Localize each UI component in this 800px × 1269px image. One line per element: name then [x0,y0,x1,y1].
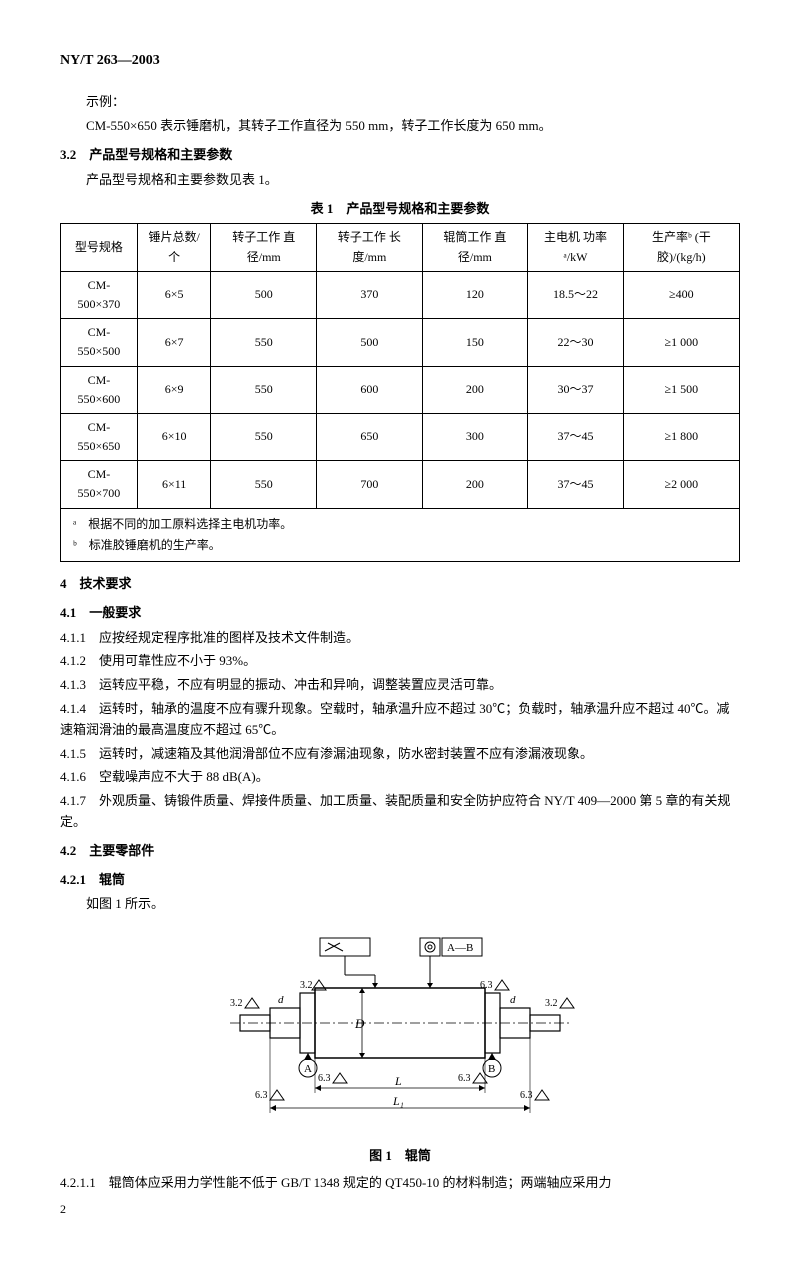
table-cell: 6×9 [137,366,211,413]
item-4-1-1: 4.1.1 应按经规定程序批准的图样及技术文件制造。 [60,628,740,649]
finish-6-3: 6.3 [458,1073,471,1084]
table-row: CM-550×600 6×9 550 600 200 30～37 ≥1 500 [61,366,740,413]
finish-6-3: 6.3 [255,1090,268,1101]
finish-6-3: 6.3 [318,1073,331,1084]
finish-6-3: 6.3 [480,980,493,991]
finish-3-2: 3.2 [545,998,558,1009]
finish-3-2: 3.2 [230,998,243,1009]
item-4-1-3: 4.1.3 运转应平稳，不应有明显的振动、冲击和异响，调整装置应灵活可靠。 [60,675,740,696]
example-text: CM-550×650 表示锤磨机，其转子工作直径为 550 mm，转子工作长度为… [60,116,740,137]
table-cell: 37～45 [528,413,624,460]
table-cell: ≥2 000 [623,461,739,508]
table-row: CM-550×650 6×10 550 650 300 37～45 ≥1 800 [61,413,740,460]
figure-1-caption: 图 1 辊筒 [60,1146,740,1167]
table-cell: 6×7 [137,319,211,366]
section-3-2-title: 3.2 产品型号规格和主要参数 [60,145,740,166]
L-label: L [394,1074,402,1088]
table-1-title: 表 1 产品型号规格和主要参数 [60,199,740,220]
ab-label: A—B [447,942,473,954]
table-cell: 550 [211,413,317,460]
table-header-cell: 主电机 功率ᵃ/kW [528,224,624,271]
d-label: d [278,994,284,1006]
table-cell: 150 [422,319,528,366]
standard-code: NY/T 263—2003 [60,50,740,72]
d-label: d [510,994,516,1006]
table-cell: ≥1 500 [623,366,739,413]
roller-diagram-icon: A—B 3.2 3.2 6.3 3.2 d d [200,933,600,1133]
datum-a: A [304,1063,312,1075]
table-header-cell: 转子工作 长度/mm [317,224,423,271]
table-cell: CM-550×500 [61,319,138,366]
table-cell: 500 [317,319,423,366]
table-header-cell: 型号规格 [61,224,138,271]
finish-3-2: 3.2 [300,980,313,991]
table-cell: 550 [211,319,317,366]
table-row: CM-500×370 6×5 500 370 120 18.5～22 ≥400 [61,271,740,318]
item-4-1-6: 4.1.6 空载噪声应不大于 88 dB(A)。 [60,767,740,788]
table-note-b: ᵇ 标准胶锤磨机的生产率。 [73,536,727,555]
table-cell: 30～37 [528,366,624,413]
item-4-2-1-1: 4.2.1.1 辊筒体应采用力学性能不低于 GB/T 1348 规定的 QT45… [60,1173,740,1194]
D-label: D [354,1016,365,1031]
table-cell: ≥1 000 [623,319,739,366]
table-cell: 6×5 [137,271,211,318]
table-1: 型号规格 锤片总数/个 转子工作 直径/mm 转子工作 长度/mm 辊筒工作 直… [60,223,740,508]
table-cell: ≥1 800 [623,413,739,460]
table-cell: 200 [422,366,528,413]
table-header-cell: 锤片总数/个 [137,224,211,271]
item-4-1-2: 4.1.2 使用可靠性应不小于 93%。 [60,651,740,672]
table-cell: 500 [211,271,317,318]
item-4-1-5: 4.1.5 运转时，减速箱及其他润滑部位不应有渗漏油现象，防水密封装置不应有渗漏… [60,744,740,765]
table-cell: 550 [211,366,317,413]
table-cell: CM-550×650 [61,413,138,460]
section-4-1-title: 4.1 一般要求 [60,603,740,624]
table-cell: 6×11 [137,461,211,508]
table-cell: 650 [317,413,423,460]
table-cell: 550 [211,461,317,508]
table-cell: 120 [422,271,528,318]
table-header-row: 型号规格 锤片总数/个 转子工作 直径/mm 转子工作 长度/mm 辊筒工作 直… [61,224,740,271]
item-4-1-7: 4.1.7 外观质量、铸锻件质量、焊接件质量、加工质量、装配质量和安全防护应符合… [60,791,740,833]
table-note-a: ᵃ 根据不同的加工原料选择主电机功率。 [73,515,727,534]
table-header-cell: 辊筒工作 直径/mm [422,224,528,271]
table-header-cell: 转子工作 直径/mm [211,224,317,271]
table-cell: 18.5～22 [528,271,624,318]
section-4-title: 4 技术要求 [60,574,740,595]
table-cell: 37～45 [528,461,624,508]
figure-1: A—B 3.2 3.2 6.3 3.2 d d [60,933,740,1140]
table-cell: 6×10 [137,413,211,460]
table-cell: 600 [317,366,423,413]
table-cell: 200 [422,461,528,508]
section-4-2-title: 4.2 主要零部件 [60,841,740,862]
page-number: 2 [60,1200,740,1219]
datum-b: B [488,1063,495,1075]
table-cell: 300 [422,413,528,460]
table-1-notes: ᵃ 根据不同的加工原料选择主电机功率。 ᵇ 标准胶锤磨机的生产率。 [60,509,740,562]
table-cell: 370 [317,271,423,318]
table-row: CM-550×500 6×7 550 500 150 22～30 ≥1 000 [61,319,740,366]
table-cell: 22～30 [528,319,624,366]
table-row: CM-550×700 6×11 550 700 200 37～45 ≥2 000 [61,461,740,508]
table-cell: CM-550×600 [61,366,138,413]
section-4-2-1-title: 4.2.1 辊筒 [60,870,740,891]
item-4-1-4: 4.1.4 运转时，轴承的温度不应有骤升现象。空载时，轴承温升应不超过 30℃；… [60,699,740,741]
section-4-2-1-lead: 如图 1 所示。 [60,894,740,915]
table-cell: ≥400 [623,271,739,318]
L1-label: L₁ [392,1094,404,1108]
table-cell: CM-500×370 [61,271,138,318]
finish-6-3: 6.3 [520,1090,533,1101]
table-header-cell: 生产率ᵇ (干胶)/(kg/h) [623,224,739,271]
example-label: 示例： [60,92,740,113]
table-cell: 700 [317,461,423,508]
section-3-2-lead: 产品型号规格和主要参数见表 1。 [60,170,740,191]
table-cell: CM-550×700 [61,461,138,508]
